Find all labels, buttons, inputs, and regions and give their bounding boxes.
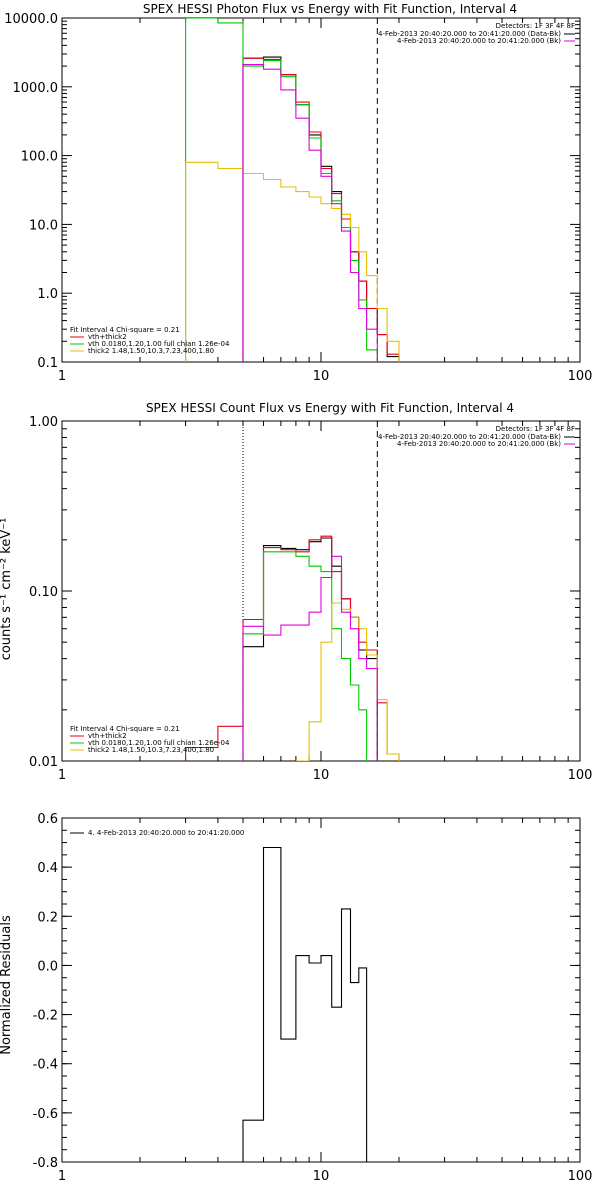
x-tick-label: 100 <box>568 768 593 783</box>
data-layer <box>185 421 400 761</box>
series--data-bk- <box>242 537 378 761</box>
series-thick2 <box>185 161 400 362</box>
legend-entry-text: 4-Feb-2013 20:40:20.000 to 20:41:20.000 … <box>397 440 561 448</box>
y-tick-label: 1000.0 <box>13 81 59 96</box>
photon-flux-panel: SPEX HESSI Photon Flux vs Energy with Fi… <box>4 2 592 384</box>
count-flux-title: SPEX HESSI Count Flux vs Energy with Fit… <box>146 401 514 415</box>
legend-entry-text: 4-Feb-2013 20:40:20.000 to 20:41:20.000 … <box>378 433 561 441</box>
count-flux-panel: SPEX HESSI Count Flux vs Energy with Fit… <box>0 401 592 783</box>
series-vth <box>242 551 368 761</box>
series--bk- <box>242 555 378 761</box>
legend-entry-text: 4-Feb-2013 20:40:20.000 to 20:41:20.000 … <box>378 30 561 38</box>
y-tick-label: 0.0 <box>37 959 58 974</box>
y-tick-label: 0.6 <box>37 812 58 827</box>
y-tick-label: 1.00 <box>29 415 58 430</box>
y-tick-label: 0.10 <box>29 585 58 600</box>
y-tick-label: 0.01 <box>29 755 58 770</box>
x-tick-label: 100 <box>568 369 593 384</box>
x-tick-label: 100 <box>568 1169 593 1184</box>
y-tick-label: 10.0 <box>29 218 58 233</box>
y-tick-label: -0.4 <box>33 1058 58 1073</box>
residuals-ylabel: Normalized Residuals <box>0 915 14 1055</box>
count-flux-ylabel: counts s⁻¹ cm⁻² keV⁻¹ <box>0 518 14 661</box>
y-tick-label: 0.1 <box>37 356 58 371</box>
x-tick-label: 10 <box>313 768 330 783</box>
x-tick-label: 10 <box>313 1169 330 1184</box>
legend-fit-interval: Fit Interval 4 Chi-square = 0.21 <box>70 725 180 733</box>
legend-entry-text: vth 0.0180,1.20,1.00 full chian 1.26e-04 <box>88 340 230 348</box>
legend-entry-text: vth 0.0180,1.20,1.00 full chian 1.26e-04 <box>88 739 230 747</box>
legend-fit-interval: Fit Interval 4 Chi-square = 0.21 <box>70 326 180 334</box>
residuals-panel: Normalized Residuals 1 10 100 0.6 0.4 0.2 0.0 -… <box>0 812 592 1184</box>
y-tick-label: 100.0 <box>21 150 58 165</box>
legend-detectors: Detectors: 1F 3F 4F 8F <box>496 22 575 30</box>
x-tick-label: 1 <box>58 369 66 384</box>
x-tick-label: 1 <box>58 768 66 783</box>
data-layer <box>185 18 400 362</box>
y-tick-label: 1.0 <box>37 287 58 302</box>
y-tick-label: -0.2 <box>33 1009 58 1024</box>
y-tick-label: -0.8 <box>33 1156 58 1171</box>
x-tick-label: 1 <box>58 1169 66 1184</box>
legend-entry-text: 4-Feb-2013 20:40:20.000 to 20:41:20.000 … <box>397 37 561 45</box>
legend-entry-text: thick2 1.48,1.50,10.3,7.23,400,1.80 <box>88 746 214 754</box>
x-tick-label: 10 <box>313 369 330 384</box>
data-layer <box>242 846 368 1162</box>
y-tick-label: 0.4 <box>37 861 58 876</box>
y-tick-label: -0.6 <box>33 1107 58 1122</box>
legend-entry-text: thick2 1.48,1.50,10.3,7.23,400,1.80 <box>88 347 214 355</box>
legend-entry-text: vth+thick2 <box>88 333 127 341</box>
legend-detectors: Detectors: 1F 3F 4F 8F <box>496 425 575 433</box>
series-residuals <box>242 846 368 1162</box>
series--bk- <box>242 64 378 362</box>
photon-flux-title: SPEX HESSI Photon Flux vs Energy with Fi… <box>143 2 517 16</box>
legend-entry-text: 4. 4-Feb-2013 20:40:20.000 to 20:41:20.0… <box>88 829 244 837</box>
series-vth-thick2 <box>185 535 400 761</box>
y-tick-label: 0.2 <box>37 910 58 925</box>
legend-entry-text: vth+thick2 <box>88 732 127 740</box>
y-tick-label: 10000.0 <box>4 12 58 27</box>
